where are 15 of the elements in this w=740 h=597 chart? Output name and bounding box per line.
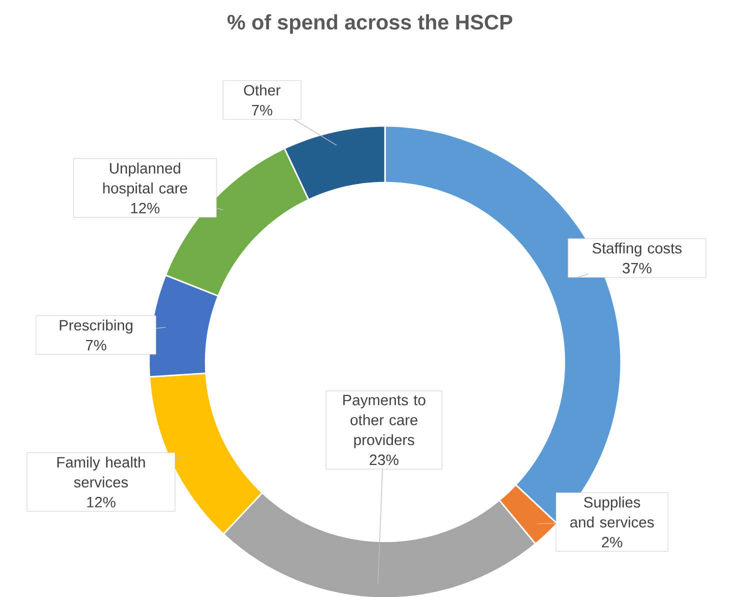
chart-title: % of spend across the HSCP (228, 14, 512, 34)
data-label: 37% (622, 262, 652, 274)
slice-label: Staffing costs (592, 242, 682, 256)
data-label: 12% (87, 496, 116, 508)
data-label: 12% (131, 202, 160, 214)
slice-label: Payments to other care providers (343, 394, 426, 448)
data-label: 2% (602, 536, 622, 548)
slice-label: Prescribing (60, 320, 132, 334)
data-label: 7% (86, 340, 106, 350)
slice-label: Family health services (57, 456, 145, 488)
data-label: 7% (252, 104, 272, 116)
data-label: 23% (370, 454, 398, 466)
slice-label: Unplanned hospital care (103, 162, 188, 196)
slice-label: Supplies and services (570, 496, 654, 528)
slice-label: Other (244, 84, 280, 96)
